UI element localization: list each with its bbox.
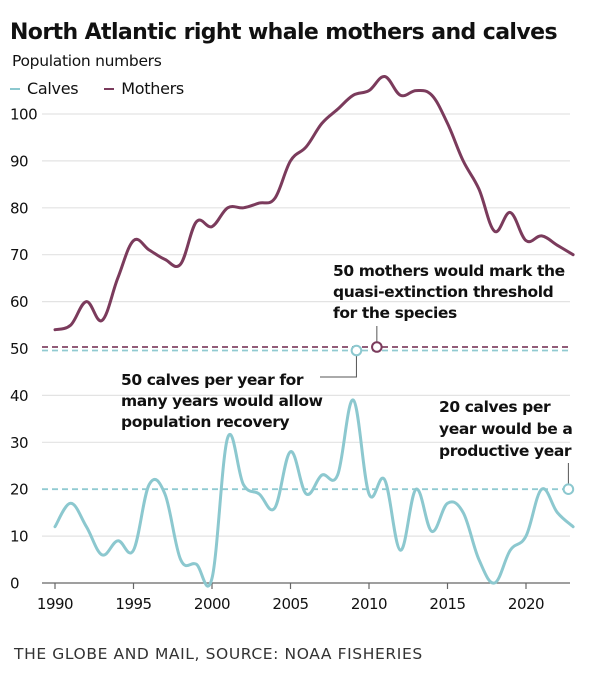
y-tick-label-20: 20	[10, 481, 28, 499]
legend-item-calves: Calves	[10, 79, 79, 98]
reference-lines	[42, 346, 570, 491]
annotation-calves-recovery-line-1: 50 calves per year for	[121, 371, 304, 389]
annotation-calves-recovery-line-3: population recovery	[121, 413, 290, 431]
gridlines	[42, 113, 570, 537]
x-tick-label-2005: 2005	[272, 595, 308, 613]
annotation-calves-recovery-marker	[350, 344, 363, 357]
axes: 0 10 20 30 40 50 60 70 80 90 100 1990 1995 2000 2005 20…	[10, 106, 570, 613]
annotation-mothers-marker	[371, 341, 383, 353]
y-tick-label-0: 0	[10, 575, 19, 593]
legend-swatch-mothers	[104, 87, 115, 90]
annotation-calves-productive-line-2: year would be a	[439, 420, 572, 438]
chart-subtitle: Population numbers	[12, 52, 162, 70]
x-tick-label-1995: 1995	[115, 595, 151, 613]
chart-title: North Atlantic right whale mothers and c…	[10, 20, 558, 45]
legend-item-mothers: Mothers	[104, 79, 184, 98]
y-tick-label-70: 70	[10, 246, 28, 264]
x-tick-label-1990: 1990	[37, 595, 73, 613]
y-tick-label-80: 80	[10, 199, 28, 217]
y-tick-label-50: 50	[10, 340, 28, 358]
annotation-calves-productive-marker	[562, 483, 575, 496]
annotation-calves-recovery-line-2: many years would allow	[121, 392, 323, 410]
y-tick-label-30: 30	[10, 434, 28, 452]
annotation-calves-recovery-leader	[320, 355, 357, 378]
series-lines	[53, 75, 575, 588]
legend: Calves Mothers	[10, 79, 210, 98]
annotation-mothers-threshold-line-2: quasi-extinction threshold	[333, 283, 553, 301]
y-tick-label-90: 90	[10, 152, 28, 170]
annotation-calves-productive-line-3: productive year	[439, 442, 572, 460]
annotation-mothers-threshold-line-3: for the species	[333, 304, 457, 322]
series-line-mothers	[53, 75, 575, 332]
annotation-calves-productive-line-1: 20 calves per	[439, 398, 551, 416]
y-tick-label-10: 10	[10, 528, 28, 546]
x-tick-label-2020: 2020	[508, 595, 544, 613]
legend-label-calves: Calves	[27, 79, 79, 98]
annotation-mothers-threshold-line-1: 50 mothers would mark the	[333, 262, 565, 280]
source-credit: THE GLOBE AND MAIL, SOURCE: NOAA FISHERI…	[14, 645, 423, 663]
series-line-calves	[53, 398, 575, 588]
x-tick-label-2015: 2015	[429, 595, 465, 613]
y-tick-label-60: 60	[10, 293, 28, 311]
annotations: 50 mothers would mark the quasi-extinctio…	[121, 262, 575, 496]
legend-label-mothers: Mothers	[121, 79, 184, 98]
x-tick-label-2000: 2000	[194, 595, 230, 613]
y-tick-label-40: 40	[10, 387, 28, 405]
y-tick-label-100: 100	[10, 106, 37, 124]
legend-swatch-calves	[10, 87, 20, 90]
x-tick-label-2010: 2010	[351, 595, 387, 613]
